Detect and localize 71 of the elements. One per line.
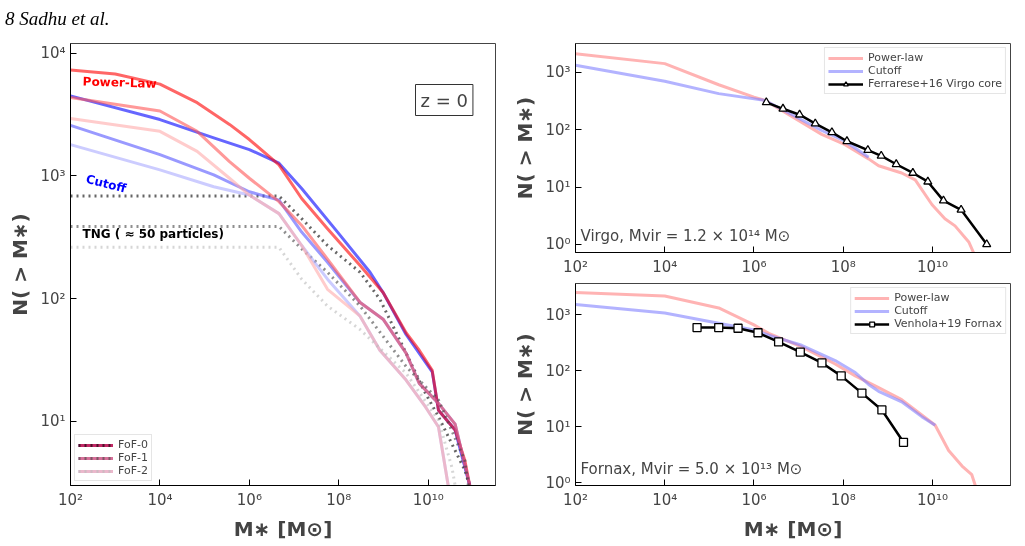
x-tick-label: 10⁶: [236, 490, 262, 509]
annotation: Power-Law: [82, 74, 157, 91]
x-tick-label: 10⁶: [741, 490, 767, 509]
x-tick-label: 10⁸: [326, 490, 352, 509]
x-tick-label: 10⁸: [830, 490, 856, 509]
y-axis-title: N( > M∗): [513, 96, 538, 200]
legend-label: Power-law: [867, 51, 924, 64]
y-tick-label: 10⁴: [40, 44, 66, 63]
legend-label: FoF-2: [118, 464, 148, 477]
y-tick-label: 10¹: [545, 417, 571, 436]
point: [714, 322, 724, 333]
point: [827, 127, 837, 136]
point: [733, 323, 743, 333]
y-tick-label: 10⁰: [545, 473, 571, 492]
y-axis-title: N( > M∗): [513, 333, 538, 436]
point: [938, 195, 949, 204]
x-tick-label: 10²: [57, 490, 84, 509]
point: [876, 150, 886, 159]
x-axis-title: M∗ [M⊙]: [233, 516, 333, 541]
x-tick-label: 10²: [562, 257, 589, 276]
x-tick-label: 10⁶: [741, 257, 767, 276]
point: [753, 328, 763, 338]
annotation: Virgo, Mvir = 1.2 × 10¹⁴ M⊙: [580, 226, 791, 245]
y-axis-title: N( > M∗): [8, 213, 33, 316]
point: [778, 103, 788, 112]
y-tick-label: 10¹: [40, 412, 66, 431]
legend-label: Power-law: [894, 291, 950, 304]
y-tick-label: 10³: [545, 305, 571, 324]
point: [877, 405, 887, 415]
y-tick-label: 10²: [40, 289, 66, 308]
point: [842, 135, 852, 145]
y-tick-label: 10²: [545, 361, 571, 380]
x-tick-label: 10¹⁰: [412, 490, 444, 509]
x-tick-label: 10⁴: [652, 257, 678, 276]
point: [817, 358, 827, 368]
y-tick-label: 10¹: [545, 178, 571, 197]
y-tick-label: 10³: [545, 63, 571, 82]
point: [795, 347, 805, 357]
legend-label: Cutoff: [867, 64, 902, 77]
legend-label: FoF-1: [118, 451, 148, 464]
point: [956, 204, 966, 213]
annotation: Cutoff: [84, 171, 129, 196]
point: [857, 388, 867, 398]
y-tick-label: 10⁰: [545, 235, 571, 254]
point: [891, 158, 901, 168]
point: [810, 118, 820, 127]
y-tick-label: 10²: [545, 120, 571, 139]
annotation: Fornax, Mvir = 5.0 × 10¹³ M⊙: [580, 459, 803, 478]
legend-label: Cutoff: [894, 304, 928, 317]
y-tick-label: 10³: [40, 166, 66, 185]
legend-label: Ferrarese+16 Virgo core: [867, 77, 1002, 90]
point: [923, 176, 933, 185]
x-tick-label: 10¹⁰: [916, 490, 949, 509]
x-tick-label: 10⁴: [147, 490, 173, 509]
annotation: z = 0: [420, 89, 468, 111]
point: [773, 337, 784, 347]
point: [761, 97, 771, 106]
point: [836, 371, 846, 381]
point: [898, 437, 909, 447]
point: [908, 167, 918, 176]
x-tick-label: 10¹⁰: [916, 257, 949, 276]
x-axis-title: M∗ [M⊙]: [743, 516, 843, 541]
legend-label: Venhola+19 Fornax: [894, 317, 1002, 330]
point: [692, 322, 702, 333]
annotation: TNG ( ≈ 50 particles): [82, 226, 224, 241]
x-tick-label: 10⁴: [652, 490, 678, 509]
x-tick-label: 10⁸: [830, 257, 856, 276]
point: [794, 109, 805, 118]
text: 8 Sadhu et al.: [5, 7, 110, 31]
x-tick-label: 10²: [562, 490, 589, 509]
legend-label: FoF-0: [118, 438, 148, 451]
